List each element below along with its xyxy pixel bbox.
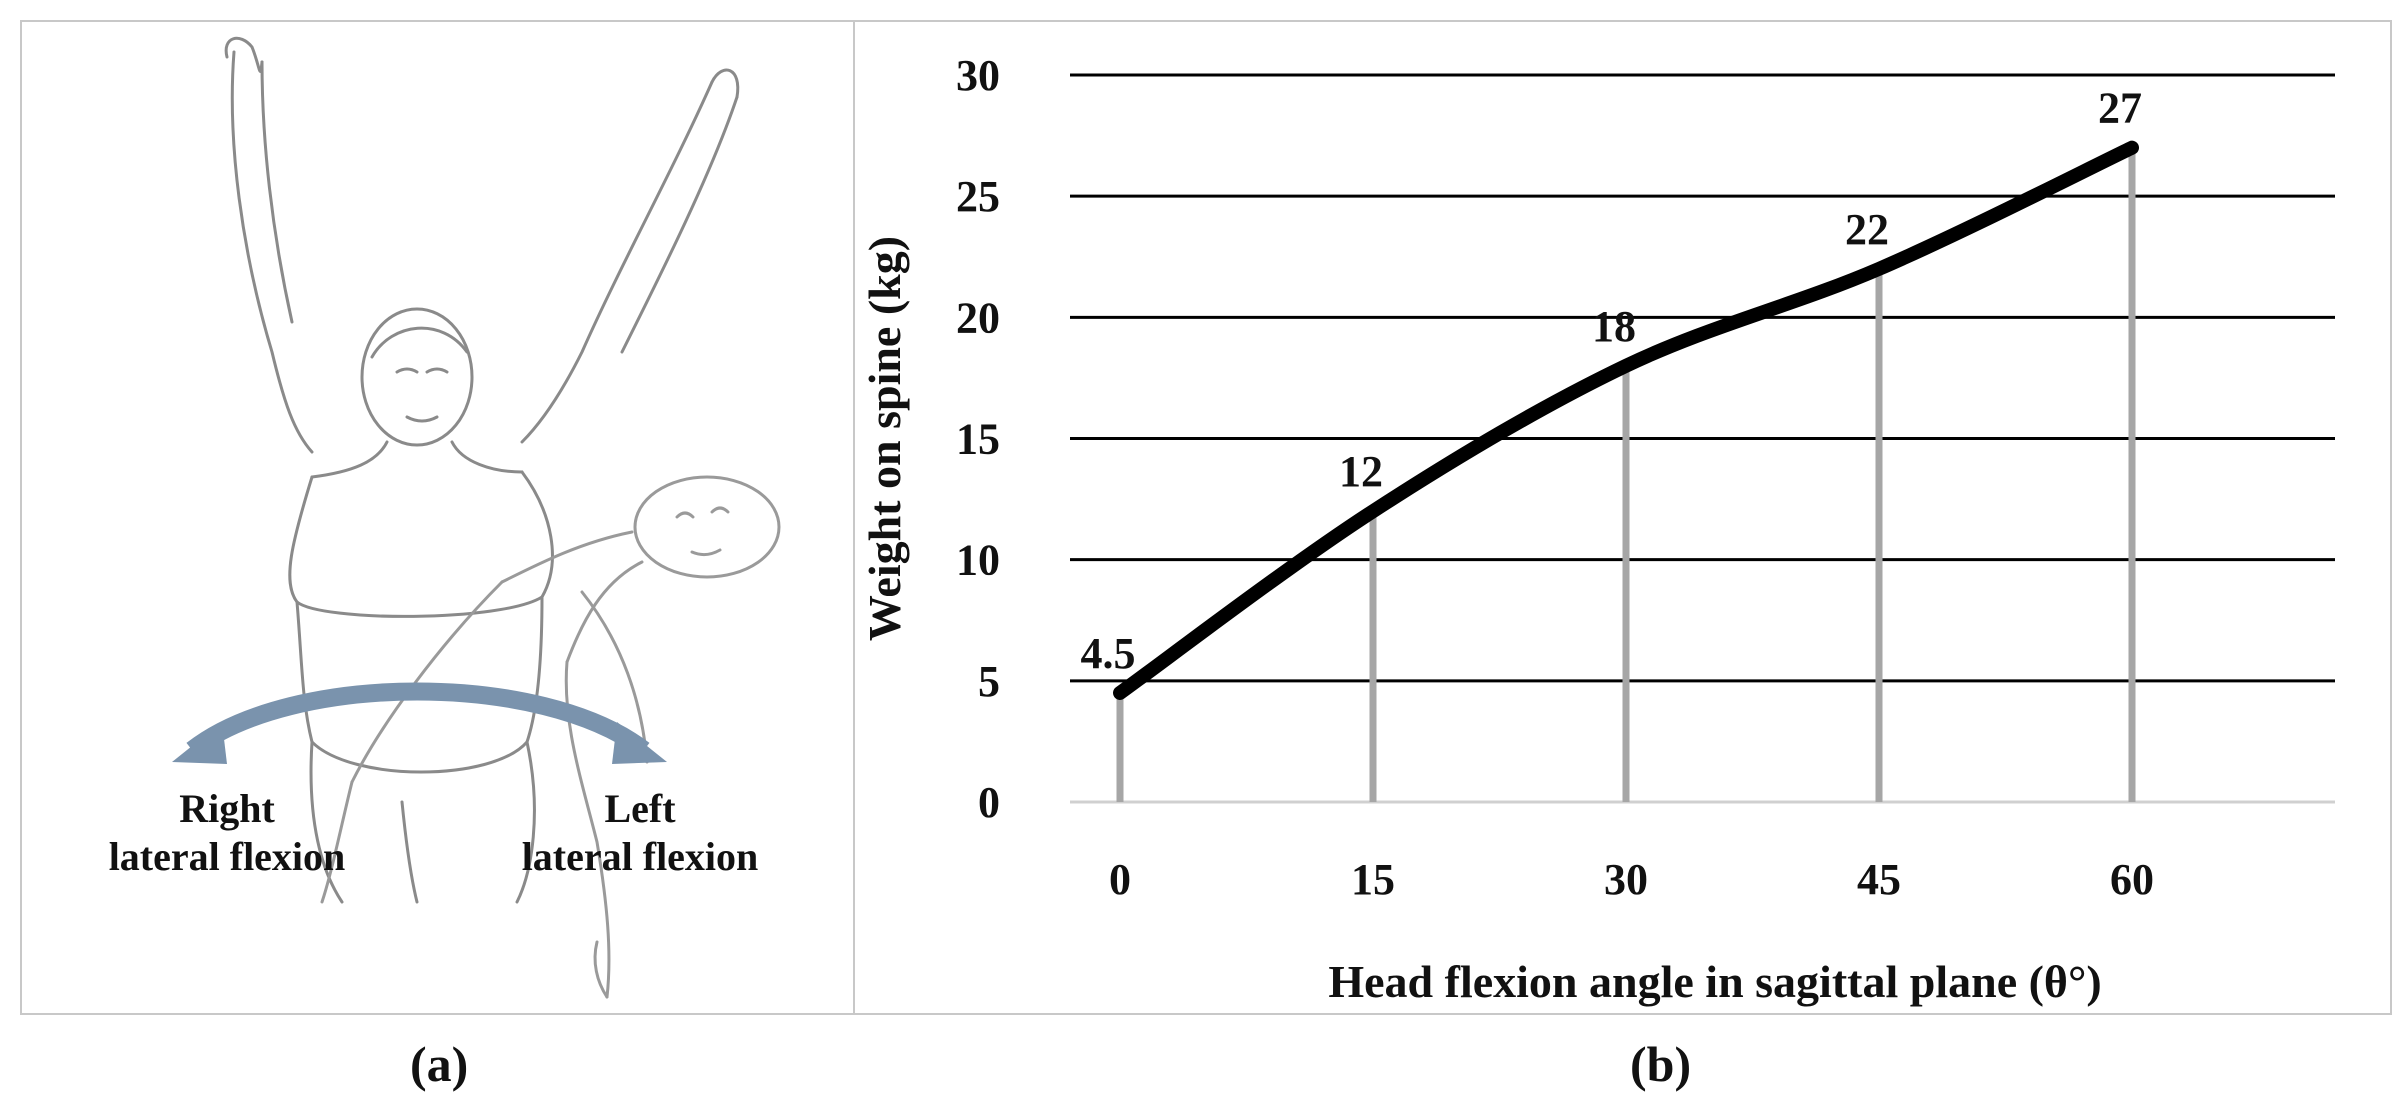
panel-a-illustration: Right lateral flexion Left lateral flexi… (20, 20, 855, 1015)
right-flexion-label-line2: lateral flexion (109, 834, 346, 879)
x-tick-labels: 0 15 30 45 60 (1109, 855, 2154, 904)
y-tick-label-0: 0 (978, 778, 1000, 827)
x-tick-label-30: 30 (1604, 855, 1648, 904)
series-line-layer (1113, 140, 2139, 700)
weight-on-spine-chart: 0 5 10 15 20 25 30 0 15 30 45 60 4.5 12 18 22 27 Weigh… (859, 51, 2335, 1007)
drop-lines (1116, 147, 2136, 802)
left-flexion-label-line1: Left (604, 786, 676, 831)
y-tick-label-15: 15 (956, 415, 1000, 464)
upright-figure-sketch (224, 36, 740, 904)
y-tick-labels: 0 5 10 15 20 25 30 (956, 51, 1000, 827)
gridlines (1070, 73, 2335, 804)
data-label-0: 4.5 (1081, 629, 1136, 678)
data-labels: 4.5 12 18 22 27 (1081, 84, 2143, 678)
data-label-30: 18 (1592, 302, 1636, 351)
x-tick-label-45: 45 (1857, 855, 1901, 904)
y-tick-label-20: 20 (956, 293, 1000, 342)
lateral-flexion-figure: Right lateral flexion Left lateral flexi… (109, 36, 781, 999)
x-tick-label-60: 60 (2110, 855, 2154, 904)
arrow-head-right-icon (612, 722, 667, 764)
caption-a: (a) (410, 1036, 469, 1092)
y-axis-title: Weight on spine (kg) (859, 236, 910, 641)
panel-b-chart: 0 5 10 15 20 25 30 0 15 30 45 60 4.5 12 18 22 27 Weigh… (855, 20, 2392, 1015)
y-tick-label-5: 5 (978, 657, 1000, 706)
x-tick-label-15: 15 (1351, 855, 1395, 904)
series-line (1113, 140, 2139, 700)
data-label-15: 12 (1339, 447, 1383, 496)
y-tick-label-10: 10 (956, 536, 1000, 585)
data-label-45: 22 (1845, 205, 1889, 254)
data-label-60: 27 (2098, 84, 2142, 133)
left-flexion-label-line2: lateral flexion (522, 834, 759, 879)
y-tick-label-30: 30 (956, 51, 1000, 100)
x-axis-title: Head flexion angle in sagittal plane (θ°… (1328, 956, 2101, 1007)
right-flexion-label-line1: Right (179, 786, 275, 831)
caption-b: (b) (1630, 1036, 1692, 1092)
arrow-head-left-icon (172, 722, 227, 764)
y-tick-label-25: 25 (956, 172, 1000, 221)
tilted-figure-sketch (320, 475, 781, 999)
lateral-flexion-arrow (186, 682, 650, 758)
x-tick-label-0: 0 (1109, 855, 1131, 904)
